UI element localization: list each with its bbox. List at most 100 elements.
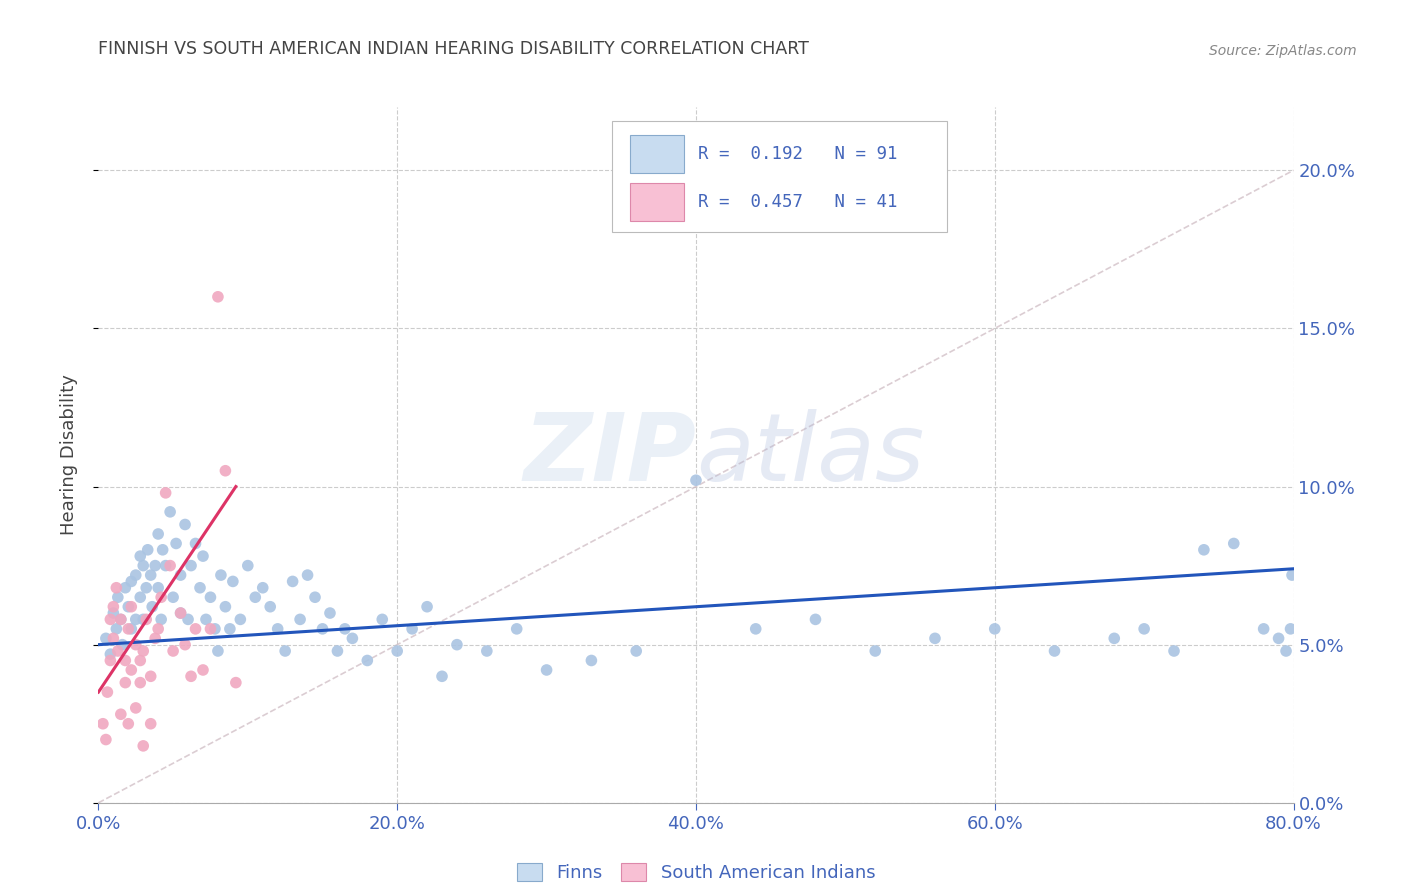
Point (1275, 644, 1298, 658)
Point (174, 638, 197, 652)
Point (204, 622, 226, 636)
Point (110, 707, 132, 722)
Y-axis label: Hearing Disability: Hearing Disability (59, 375, 77, 535)
Point (371, 612, 394, 626)
Point (148, 581, 170, 595)
FancyBboxPatch shape (613, 121, 948, 232)
Point (356, 653, 378, 667)
Point (100, 647, 122, 661)
Point (139, 568, 162, 582)
Point (148, 622, 170, 636)
Point (139, 669, 162, 683)
Point (114, 675, 136, 690)
Point (288, 612, 311, 626)
Point (94, 632, 117, 646)
Point (120, 599, 142, 614)
Point (132, 644, 155, 658)
Point (209, 568, 232, 582)
Point (222, 574, 245, 589)
Point (191, 663, 214, 677)
Point (96, 685, 118, 699)
Text: R =  0.192   N = 91: R = 0.192 N = 91 (699, 145, 898, 163)
Point (200, 622, 222, 636)
Point (155, 558, 177, 573)
Bar (630, 135, 685, 173)
Point (924, 632, 946, 646)
Text: ZIP: ZIP (523, 409, 696, 501)
Point (416, 599, 439, 614)
Point (129, 591, 152, 605)
Text: FINNISH VS SOUTH AMERICAN INDIAN HEARING DISABILITY CORRELATION CHART: FINNISH VS SOUTH AMERICAN INDIAN HEARING… (98, 40, 810, 58)
Point (446, 638, 468, 652)
Point (117, 622, 139, 636)
Point (125, 701, 148, 715)
Point (136, 542, 159, 557)
Point (129, 675, 152, 690)
Point (984, 622, 1007, 636)
Point (745, 622, 768, 636)
Point (1043, 644, 1066, 658)
Point (165, 536, 187, 550)
Point (100, 653, 122, 667)
Point (1223, 536, 1246, 550)
Point (304, 591, 326, 605)
Point (110, 612, 132, 626)
Point (475, 644, 498, 658)
Text: R =  0.457   N = 41: R = 0.457 N = 41 (699, 193, 898, 211)
Point (191, 549, 214, 563)
Point (1163, 644, 1185, 658)
Point (117, 599, 139, 614)
Point (110, 612, 132, 626)
Point (506, 622, 529, 636)
Point (342, 632, 364, 646)
Point (1192, 542, 1215, 557)
Point (143, 558, 166, 573)
Point (685, 473, 707, 487)
Point (143, 632, 166, 646)
Point (385, 644, 409, 658)
Point (100, 612, 122, 626)
Point (1279, 622, 1302, 636)
Point (297, 568, 319, 582)
Point (311, 622, 333, 636)
Point (626, 644, 648, 658)
Point (1133, 622, 1156, 636)
Point (135, 612, 157, 626)
Point (150, 612, 173, 626)
Point (229, 612, 252, 626)
Point (148, 527, 170, 541)
Point (281, 574, 304, 589)
Point (225, 675, 247, 690)
Point (169, 606, 191, 620)
Point (180, 669, 202, 683)
Text: Source: ZipAtlas.com: Source: ZipAtlas.com (1209, 44, 1357, 58)
Point (132, 739, 155, 753)
Point (252, 581, 274, 595)
Point (180, 558, 202, 573)
Point (162, 644, 184, 658)
Point (120, 663, 142, 677)
Point (105, 622, 128, 636)
Point (274, 644, 297, 658)
Point (536, 663, 558, 677)
Legend: Finns, South American Indians: Finns, South American Indians (508, 854, 884, 891)
Point (125, 638, 148, 652)
Point (103, 599, 125, 614)
Point (184, 536, 207, 550)
Point (865, 644, 887, 658)
Point (111, 638, 134, 652)
Bar (630, 183, 685, 221)
Point (188, 581, 211, 595)
Point (581, 653, 603, 667)
Point (120, 622, 142, 636)
Point (200, 591, 222, 605)
Point (1281, 568, 1303, 582)
Point (114, 653, 136, 667)
Point (103, 632, 125, 646)
Point (155, 486, 177, 500)
Point (207, 290, 229, 304)
Point (132, 612, 155, 626)
Point (107, 591, 129, 605)
Point (214, 464, 236, 478)
Point (141, 599, 163, 614)
